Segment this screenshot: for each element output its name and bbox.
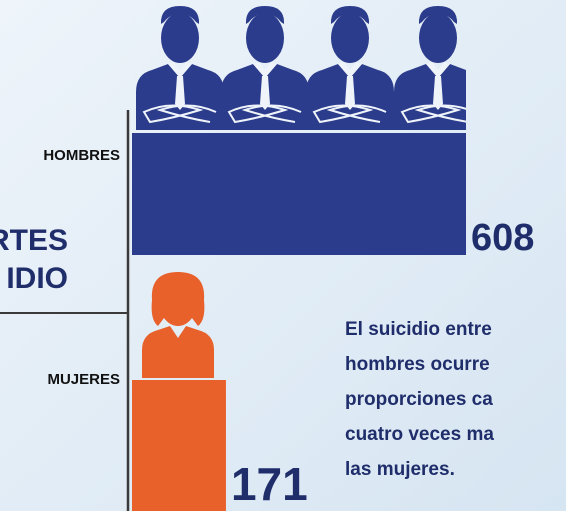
bar bbox=[132, 380, 226, 511]
value-label: 608 bbox=[471, 217, 534, 259]
category-label: MUJERES bbox=[47, 371, 120, 388]
infographic: RTES IDIO HOMBRES 608 MUJERES 171 El suicidi… bbox=[0, 0, 566, 511]
annotation-line: las mujeres. bbox=[345, 459, 455, 480]
annotation-line: proporciones ca bbox=[345, 389, 493, 410]
annotation-line: cuatro veces ma bbox=[345, 424, 494, 445]
bar bbox=[132, 133, 466, 255]
annotation-line: hombres ocurre bbox=[345, 354, 490, 375]
value-label: 171 bbox=[231, 458, 308, 510]
annotation-line: El suicidio entre bbox=[345, 319, 492, 340]
title-line: IDIO bbox=[6, 262, 68, 295]
title-line: RTES bbox=[0, 224, 68, 257]
page: {"chart_data": {"type": "bar", "orientat… bbox=[0, 0, 566, 511]
category-label: HOMBRES bbox=[43, 147, 120, 164]
